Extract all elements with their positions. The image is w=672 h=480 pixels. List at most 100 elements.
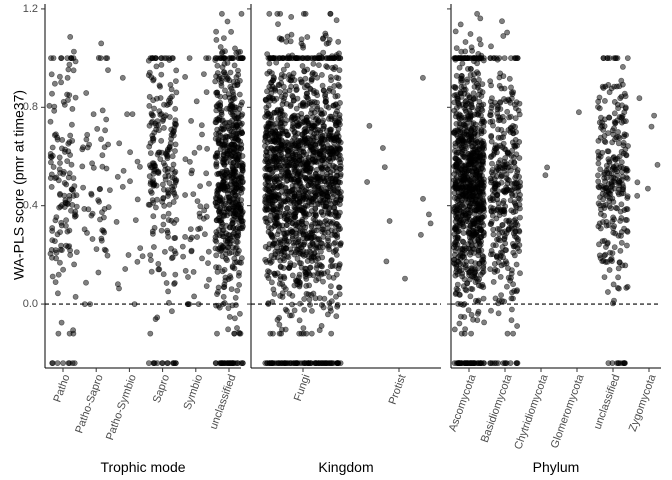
- point-fungi: [309, 176, 315, 183]
- point-unclassified: [222, 94, 229, 100]
- point-fungi: [265, 195, 272, 201]
- point-patho: [58, 55, 64, 61]
- point-unclassified: [237, 173, 244, 180]
- point-basidiomycota: [514, 323, 520, 329]
- point-patho-sapro: [90, 164, 97, 171]
- point-sapro: [150, 112, 156, 119]
- point-fungi: [329, 189, 336, 196]
- point-fungi: [278, 75, 284, 82]
- point-sapro: [172, 234, 179, 241]
- point-patho-sapro: [83, 90, 90, 96]
- point-basidiomycota: [494, 225, 501, 232]
- point-ascomycota: [468, 44, 475, 51]
- point-fungi: [286, 173, 293, 179]
- point-ascomycota: [457, 21, 464, 28]
- point-fungi: [268, 123, 275, 130]
- point-basidiomycota: [511, 159, 517, 166]
- point-unclassified: [611, 110, 618, 117]
- point-fungi: [330, 134, 336, 140]
- point-fungi: [275, 115, 282, 122]
- point-fungi: [266, 60, 273, 67]
- point-fungi: [282, 185, 289, 192]
- point-unclassified: [229, 96, 236, 103]
- point-unclassified: [235, 55, 242, 61]
- point-unclassified: [595, 104, 601, 110]
- point-fungi: [284, 147, 291, 154]
- point-unclassified: [234, 325, 240, 331]
- point-unclassified: [220, 293, 227, 300]
- point-basidiomycota: [489, 212, 496, 219]
- point-patho-symbio: [114, 173, 121, 180]
- point-fungi: [266, 68, 273, 75]
- point-fungi: [294, 130, 301, 137]
- point-symbio: [179, 243, 186, 250]
- point-unclassified: [596, 252, 603, 259]
- point-patho: [68, 186, 75, 193]
- point-fungi: [269, 77, 276, 84]
- point-symbio: [199, 131, 205, 138]
- point-fungi: [337, 139, 344, 146]
- point-basidiomycota: [487, 266, 494, 272]
- point-unclassified: [618, 201, 625, 208]
- point-symbio: [188, 118, 194, 124]
- point-symbio: [182, 156, 189, 163]
- point-sapro: [155, 266, 162, 273]
- point-protist: [427, 220, 434, 227]
- point-fungi: [278, 162, 285, 169]
- point-sapro: [148, 74, 155, 80]
- point-fungi: [294, 255, 301, 262]
- point-sapro: [162, 176, 169, 183]
- point-unclassified: [600, 186, 606, 193]
- point-sapro: [151, 105, 157, 112]
- point-fungi: [336, 112, 343, 118]
- point-unclassified: [615, 105, 621, 112]
- point-patho-sapro: [101, 246, 108, 253]
- point-patho: [48, 159, 54, 166]
- point-ascomycota: [468, 285, 474, 292]
- point-sapro: [158, 71, 165, 78]
- point-sapro: [161, 248, 168, 255]
- point-ascomycota: [467, 31, 474, 37]
- point-ascomycota: [464, 66, 471, 72]
- point-patho: [46, 102, 53, 109]
- point-fungi: [294, 246, 301, 253]
- point-fungi: [262, 206, 268, 213]
- point-unclassified: [616, 259, 623, 266]
- point-unclassified: [229, 201, 235, 207]
- point-unclassified: [229, 264, 236, 271]
- point-symbio: [191, 149, 198, 156]
- point-ascomycota: [475, 297, 482, 304]
- point-fungi: [268, 258, 275, 265]
- point-fungi: [333, 176, 339, 182]
- point-sapro: [169, 55, 176, 61]
- point-patho: [63, 217, 69, 224]
- point-unclassified: [228, 169, 235, 176]
- y-tick-label: 0.4: [23, 200, 38, 212]
- point-fungi: [304, 55, 311, 61]
- point-sapro: [157, 156, 164, 162]
- point-fungi: [337, 146, 343, 153]
- point-fungi: [307, 301, 313, 308]
- point-unclassified: [220, 173, 226, 179]
- point-unclassified: [234, 287, 241, 294]
- point-unclassified: [598, 124, 604, 131]
- point-fungi: [308, 76, 315, 83]
- point-basidiomycota: [506, 75, 513, 82]
- point-unclassified: [223, 255, 229, 262]
- point-basidiomycota: [508, 152, 515, 159]
- point-ascomycota: [481, 319, 487, 326]
- point-ascomycota: [467, 181, 473, 187]
- point-ascomycota: [456, 178, 463, 185]
- point-sapro: [172, 360, 179, 366]
- point-patho: [49, 273, 56, 280]
- point-unclassified: [219, 360, 226, 366]
- point-unclassified: [217, 44, 224, 50]
- point-unclassified: [231, 188, 238, 195]
- point-unclassified: [620, 139, 627, 146]
- point-unclassified: [620, 64, 626, 70]
- point-fungi: [287, 38, 294, 45]
- point-ascomycota: [472, 160, 479, 166]
- point-patho: [58, 242, 64, 249]
- point-ascomycota: [466, 234, 473, 241]
